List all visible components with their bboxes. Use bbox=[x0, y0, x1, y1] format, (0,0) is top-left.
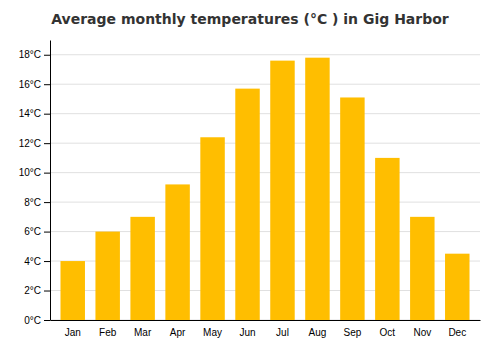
y-axis-line bbox=[50, 41, 51, 321]
y-tick-label: 4°C bbox=[24, 256, 41, 267]
x-tick: Feb bbox=[99, 327, 117, 338]
x-tick: Jun bbox=[239, 327, 255, 338]
chart-svg: Jan Feb Mar Apr May Jun Jul Aug Sep Oct Nov Dec 0°C 2… bbox=[0, 0, 500, 350]
y-tick: 0°C bbox=[24, 315, 50, 326]
x-tick: Jul bbox=[276, 327, 289, 338]
x-tick-label: Mar bbox=[134, 327, 152, 338]
x-tick-label: Dec bbox=[448, 327, 466, 338]
x-tick: Aug bbox=[309, 327, 327, 338]
bar bbox=[60, 261, 84, 320]
x-tick: Oct bbox=[380, 327, 396, 338]
x-tick: Apr bbox=[170, 327, 186, 338]
y-tick-mark bbox=[44, 55, 50, 56]
bar bbox=[445, 254, 469, 320]
x-tick-label: Jul bbox=[276, 327, 289, 338]
x-tick-label: Aug bbox=[309, 327, 327, 338]
plot: Jan Feb Mar Apr May Jun Jul Aug Sep Oct Nov Dec 0°C 2… bbox=[19, 41, 481, 339]
grid-line bbox=[50, 84, 480, 85]
y-tick-label: 18°C bbox=[19, 49, 41, 60]
chart-container: Jan Feb Mar Apr May Jun Jul Aug Sep Oct Nov Dec 0°C 2… bbox=[0, 0, 500, 350]
x-tick: Nov bbox=[413, 327, 431, 338]
y-tick: 8°C bbox=[24, 197, 50, 208]
bar bbox=[340, 97, 364, 320]
x-tick-label: Jan bbox=[65, 327, 81, 338]
x-tick: May bbox=[203, 327, 222, 338]
x-axis-line bbox=[51, 320, 481, 321]
bar bbox=[410, 217, 434, 320]
bar bbox=[235, 89, 259, 320]
x-tick-label: Sep bbox=[343, 327, 361, 338]
x-tick: Sep bbox=[343, 327, 361, 338]
y-tick-label: 10°C bbox=[19, 167, 41, 178]
y-tick-mark bbox=[44, 320, 50, 321]
x-tick-label: Nov bbox=[413, 327, 431, 338]
bar bbox=[200, 137, 224, 320]
y-tick-label: 12°C bbox=[19, 138, 41, 149]
bars bbox=[60, 58, 469, 320]
y-tick: 18°C bbox=[19, 49, 50, 60]
grid-line bbox=[50, 202, 480, 203]
y-tick-label: 8°C bbox=[24, 197, 41, 208]
bar bbox=[375, 158, 399, 320]
y-tick-mark bbox=[44, 84, 50, 85]
x-tick-label: May bbox=[203, 327, 222, 338]
grid-line bbox=[50, 143, 480, 144]
title: Average monthly temperatures (°C ) in Gi… bbox=[51, 11, 449, 27]
x-tick: Dec bbox=[448, 327, 466, 338]
y-tick-mark bbox=[44, 173, 50, 174]
y-tick-label: 0°C bbox=[24, 315, 41, 326]
y-tick: 2°C bbox=[24, 285, 50, 296]
grid-line bbox=[50, 172, 480, 173]
y-tick: 4°C bbox=[24, 256, 50, 267]
grid bbox=[50, 55, 480, 320]
y-tick-label: 2°C bbox=[24, 285, 41, 296]
y-tick: 16°C bbox=[19, 79, 50, 90]
y-tick: 14°C bbox=[19, 108, 50, 119]
bar bbox=[130, 217, 154, 320]
y-axis: 0°C 2°C 4°C 6°C 8°C 10°C 12°C 14°C 16°C 18°C bbox=[19, 41, 51, 326]
y-tick-mark bbox=[44, 143, 50, 144]
x-tick-label: Feb bbox=[99, 327, 117, 338]
y-tick-mark bbox=[44, 202, 50, 203]
x-axis: Jan Feb Mar Apr May Jun Jul Aug Sep Oct Nov Dec bbox=[51, 321, 481, 339]
y-tick-label: 16°C bbox=[19, 79, 41, 90]
y-tick-mark bbox=[44, 114, 50, 115]
grid-line bbox=[50, 113, 480, 114]
bar bbox=[305, 58, 329, 320]
bar bbox=[165, 184, 189, 320]
y-tick-label: 14°C bbox=[19, 108, 41, 119]
y-tick-mark bbox=[44, 291, 50, 292]
x-tick-label: Jun bbox=[239, 327, 255, 338]
x-tick-label: Apr bbox=[170, 327, 186, 338]
bar bbox=[270, 61, 294, 320]
grid-line bbox=[50, 54, 480, 55]
y-tick: 12°C bbox=[19, 138, 50, 149]
y-tick-mark bbox=[44, 232, 50, 233]
x-tick: Jan bbox=[65, 327, 81, 338]
bar bbox=[95, 232, 119, 320]
y-tick: 6°C bbox=[24, 226, 50, 237]
y-tick: 10°C bbox=[19, 167, 50, 178]
x-tick: Mar bbox=[134, 327, 152, 338]
y-tick-label: 6°C bbox=[24, 226, 41, 237]
y-tick-mark bbox=[44, 261, 50, 262]
x-tick-label: Oct bbox=[380, 327, 396, 338]
